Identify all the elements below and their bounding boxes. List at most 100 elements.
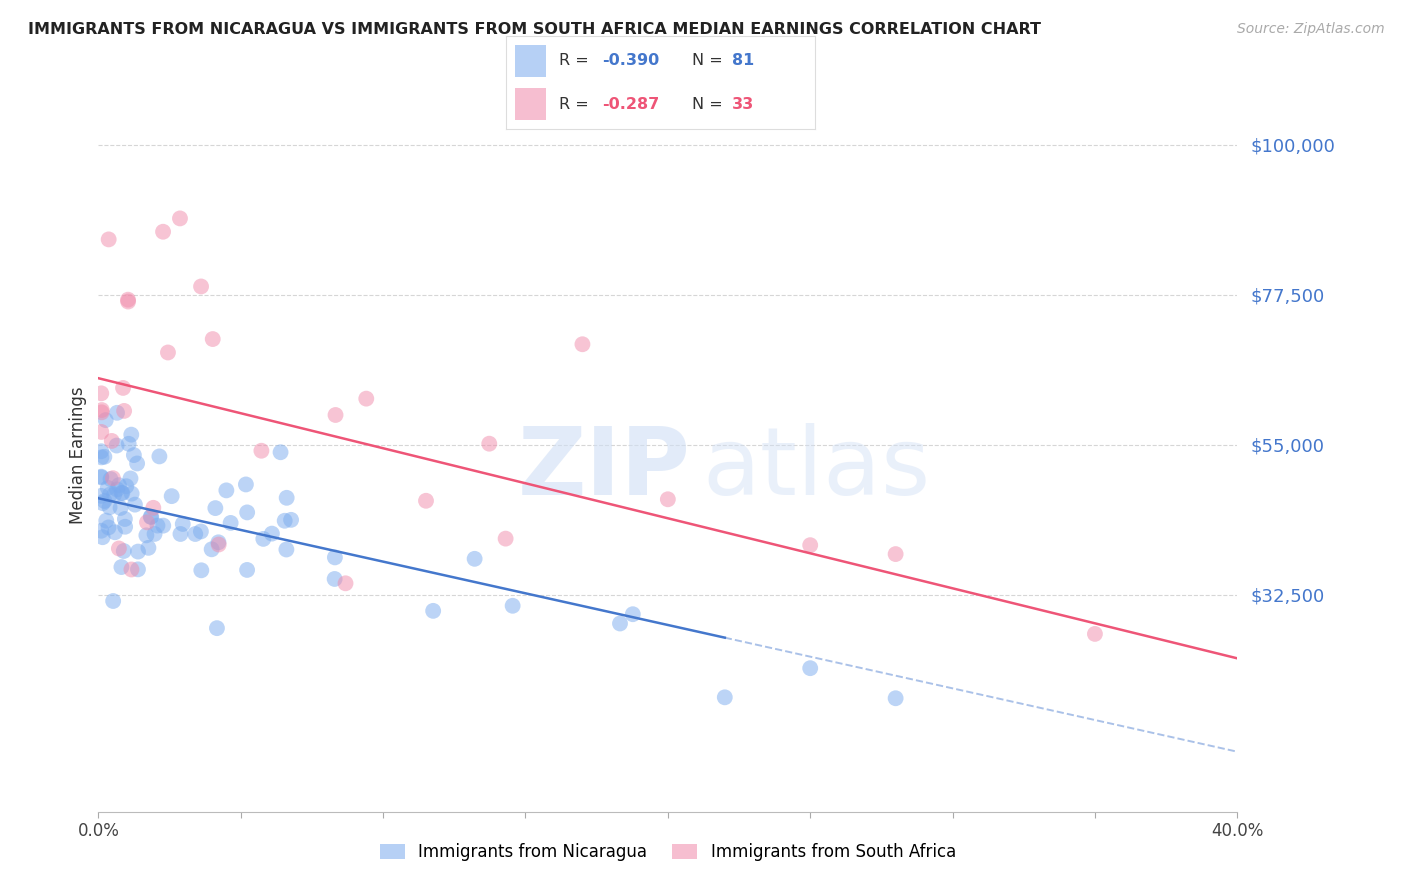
Point bbox=[172, 516, 194, 531]
Point bbox=[91, 496, 114, 510]
Point bbox=[422, 604, 444, 618]
Point bbox=[122, 448, 145, 462]
Point bbox=[884, 691, 907, 706]
Point bbox=[252, 532, 274, 546]
Point bbox=[236, 563, 259, 577]
Point bbox=[120, 562, 142, 576]
Point bbox=[101, 471, 124, 485]
Point bbox=[114, 520, 136, 534]
Point bbox=[117, 294, 139, 309]
Point bbox=[120, 427, 142, 442]
Point bbox=[250, 443, 273, 458]
Point bbox=[110, 500, 132, 515]
Point bbox=[111, 486, 134, 500]
Point bbox=[127, 562, 149, 576]
Point bbox=[115, 479, 138, 493]
Point bbox=[204, 501, 226, 516]
Point bbox=[273, 514, 295, 528]
Point bbox=[208, 537, 231, 551]
Point bbox=[93, 494, 115, 508]
Point bbox=[219, 516, 242, 530]
Point bbox=[325, 408, 347, 422]
Point bbox=[143, 527, 166, 541]
Point bbox=[98, 488, 121, 502]
Point bbox=[121, 486, 143, 500]
Point bbox=[90, 403, 112, 417]
Point bbox=[93, 450, 115, 464]
Point bbox=[90, 386, 112, 401]
Point bbox=[94, 413, 117, 427]
Text: ZIP: ZIP bbox=[517, 423, 690, 516]
Point bbox=[90, 450, 112, 465]
Point bbox=[160, 489, 183, 503]
Point bbox=[464, 551, 486, 566]
Point bbox=[117, 293, 139, 307]
Point bbox=[124, 498, 146, 512]
Point bbox=[90, 444, 112, 458]
Text: Source: ZipAtlas.com: Source: ZipAtlas.com bbox=[1237, 22, 1385, 37]
Point bbox=[1084, 627, 1107, 641]
Point bbox=[152, 518, 174, 533]
Point bbox=[260, 526, 283, 541]
Point bbox=[112, 544, 135, 558]
Point bbox=[280, 513, 302, 527]
Point bbox=[495, 532, 517, 546]
Point bbox=[135, 528, 157, 542]
Point bbox=[714, 690, 737, 705]
Point bbox=[110, 560, 132, 574]
Point bbox=[169, 527, 191, 541]
Point bbox=[169, 211, 191, 226]
Point bbox=[127, 544, 149, 558]
Point bbox=[270, 445, 292, 459]
Point bbox=[335, 576, 357, 591]
Point bbox=[190, 563, 212, 577]
Text: 33: 33 bbox=[733, 96, 754, 112]
Point bbox=[90, 524, 112, 538]
Point bbox=[799, 538, 821, 552]
Point bbox=[235, 477, 257, 491]
Y-axis label: Median Earnings: Median Earnings bbox=[69, 386, 87, 524]
Point bbox=[111, 486, 134, 500]
Point bbox=[184, 527, 207, 541]
Point bbox=[201, 542, 224, 557]
Point bbox=[621, 607, 644, 622]
Legend: Immigrants from Nicaragua, Immigrants from South Africa: Immigrants from Nicaragua, Immigrants fr… bbox=[373, 837, 963, 868]
Point bbox=[142, 500, 165, 515]
Point bbox=[108, 541, 131, 556]
Point bbox=[90, 470, 112, 484]
Point bbox=[108, 478, 131, 492]
Point bbox=[105, 406, 128, 420]
Text: N =: N = bbox=[692, 96, 728, 112]
Point bbox=[104, 525, 127, 540]
Point bbox=[190, 524, 212, 539]
Text: -0.390: -0.390 bbox=[602, 54, 659, 69]
Text: IMMIGRANTS FROM NICARAGUA VS IMMIGRANTS FROM SOUTH AFRICA MEDIAN EARNINGS CORREL: IMMIGRANTS FROM NICARAGUA VS IMMIGRANTS … bbox=[28, 22, 1040, 37]
Text: atlas: atlas bbox=[702, 423, 931, 516]
Point bbox=[101, 594, 124, 608]
Point bbox=[152, 225, 174, 239]
Point bbox=[201, 332, 224, 346]
Point bbox=[90, 469, 112, 483]
Point bbox=[236, 505, 259, 519]
Text: N =: N = bbox=[692, 54, 728, 69]
Point bbox=[799, 661, 821, 675]
Bar bbox=[516, 45, 547, 77]
Point bbox=[97, 481, 120, 495]
Bar bbox=[516, 88, 547, 120]
Point bbox=[90, 425, 112, 439]
Point bbox=[97, 232, 120, 246]
Point bbox=[502, 599, 524, 613]
Point bbox=[884, 547, 907, 561]
Point bbox=[141, 509, 163, 524]
Text: R =: R = bbox=[558, 54, 593, 69]
Point bbox=[148, 450, 170, 464]
Point bbox=[276, 491, 298, 505]
Point bbox=[139, 509, 162, 524]
Point bbox=[97, 520, 120, 534]
Point bbox=[90, 489, 112, 503]
Point bbox=[356, 392, 378, 406]
Point bbox=[138, 541, 160, 555]
Point bbox=[323, 550, 346, 565]
Point bbox=[96, 514, 118, 528]
Point bbox=[156, 345, 179, 359]
